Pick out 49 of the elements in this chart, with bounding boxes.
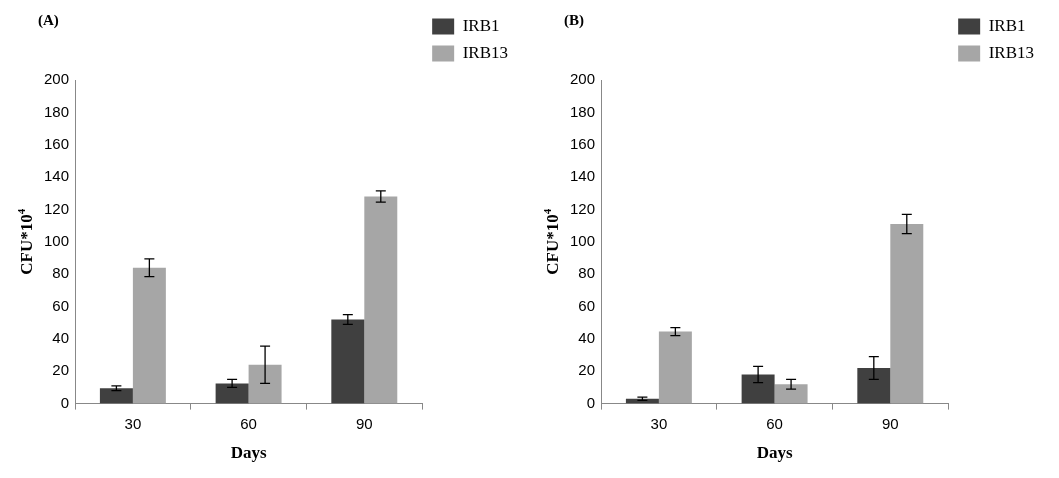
y-axis-title: CFU*104 (14, 208, 37, 275)
bar (890, 224, 924, 404)
y-tick-label: 160 (570, 134, 596, 152)
bar (741, 374, 775, 404)
y-tick-label: 100 (570, 231, 596, 249)
bar (658, 331, 692, 404)
y-tick-label: 0 (60, 393, 70, 411)
legend-label: IRB13 (988, 42, 1034, 62)
y-tick-label: 0 (586, 393, 596, 411)
y-tick-label: 180 (44, 102, 70, 120)
y-axis-title: CFU*104 (540, 208, 563, 275)
y-tick-label: 40 (578, 329, 596, 347)
x-tick-label: 60 (240, 414, 257, 432)
y-tick-label: 180 (570, 102, 596, 120)
bar (132, 267, 166, 404)
y-tick-label: 40 (52, 329, 70, 347)
y-tick-label: 20 (52, 361, 70, 379)
x-tick-label: 90 (355, 414, 373, 432)
bar (774, 384, 808, 404)
y-tick-label: 140 (570, 167, 596, 185)
x-tick-label: 60 (766, 414, 783, 432)
y-tick-label: 60 (52, 296, 70, 314)
chart-title: (A) (38, 11, 59, 29)
y-tick-label: 100 (44, 231, 70, 249)
x-axis-title: Days (756, 443, 793, 463)
x-tick-label: 90 (881, 414, 899, 432)
legend-label: IRB13 (462, 42, 508, 62)
x-tick-label: 30 (124, 414, 142, 432)
chart-title: (B) (564, 11, 584, 29)
y-tick-label: 60 (578, 296, 596, 314)
bar (215, 383, 249, 404)
y-tick-label: 120 (570, 199, 596, 217)
legend-label: IRB1 (462, 15, 500, 35)
y-tick-label: 140 (44, 167, 70, 185)
bar (857, 368, 891, 404)
y-tick-label: 120 (44, 199, 70, 217)
y-tick-label: 80 (578, 264, 596, 282)
y-tick-label: 200 (570, 70, 596, 88)
x-axis-title: Days (230, 443, 267, 463)
x-tick-label: 30 (650, 414, 668, 432)
bar (248, 364, 282, 404)
bar (99, 388, 133, 404)
bar (364, 196, 398, 404)
legend-label: IRB1 (988, 15, 1026, 35)
bar (331, 319, 365, 404)
y-tick-label: 80 (52, 264, 70, 282)
y-tick-label: 160 (44, 134, 70, 152)
y-tick-label: 200 (44, 70, 70, 88)
y-tick-label: 20 (578, 361, 596, 379)
